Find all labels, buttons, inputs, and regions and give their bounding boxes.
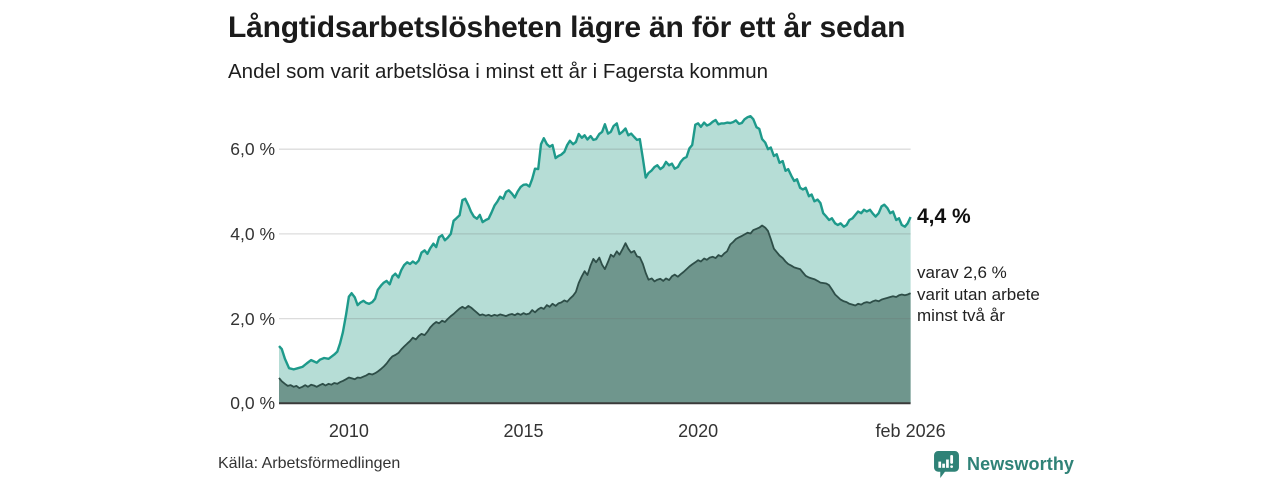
chart-title: Långtidsarbetslösheten lägre än för ett …	[228, 11, 906, 44]
line-series-total	[278, 115, 912, 371]
logo-bubble-bar-chart-icon	[934, 451, 959, 478]
line-series-two-years	[278, 224, 911, 389]
x-axis-label: 2010	[328, 421, 369, 441]
logo-text: Newsworthy	[967, 454, 1075, 474]
annotation-subset: varav 2,6 % varit utan arbete minst två år	[917, 262, 1040, 327]
x-axis-label: feb 2026	[875, 421, 946, 441]
source-text: Källa: Arbetsförmedlingen	[218, 455, 401, 472]
y-axis-label: 2,0 %	[230, 308, 275, 329]
area-series-two-years	[279, 225, 911, 404]
chart-subtitle: Andel som varit arbetslösa i minst ett å…	[228, 60, 769, 83]
y-axis-label: 0,0 %	[230, 393, 275, 414]
x-axis-label: 2020	[678, 421, 719, 441]
y-axis-label: 6,0 %	[230, 139, 275, 160]
annotation-subset-line: varav 2,6 %	[917, 263, 1007, 283]
annotation-subset-line: minst två år	[917, 306, 1005, 326]
annotation-subset-line: varit utan arbete	[917, 284, 1040, 304]
x-axis-label: 2015	[503, 421, 544, 441]
newsworthy-logo: Newsworthy	[934, 451, 1074, 478]
annotation-latest-total: 4,4 %	[917, 204, 971, 228]
y-axis-label: 4,0 %	[230, 223, 275, 244]
